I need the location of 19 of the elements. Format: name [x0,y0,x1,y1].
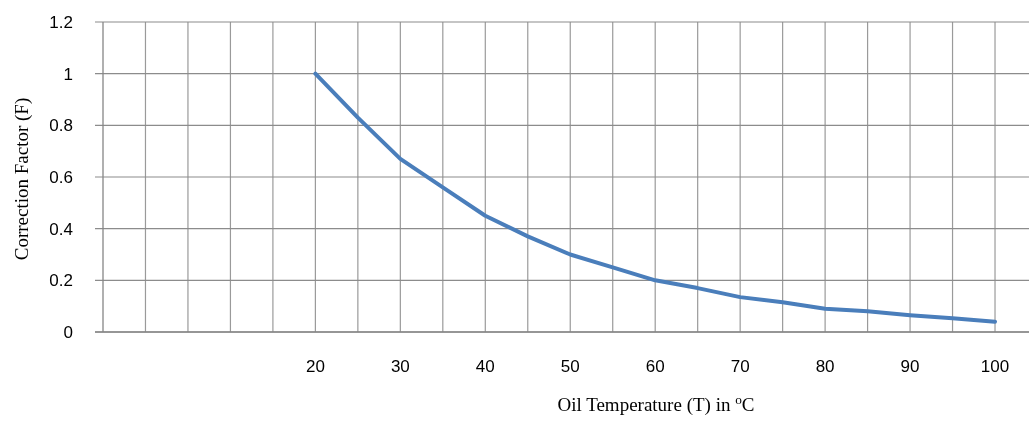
x-axis-title: Oil Temperature (T) in $^{o}$C [557,391,755,416]
x-tick-label: 70 [730,357,750,376]
x-tick-label: 60 [645,357,665,376]
x-tick-label: 30 [390,357,410,376]
y-tick-label: 0 [63,322,73,342]
x-tick-label: 100 [980,357,1010,376]
line-series [313,71,998,324]
x-tick-label: 80 [815,357,835,376]
y-tick-label: 0.4 [49,219,73,239]
x-tick-label: 20 [305,357,325,376]
x-tick-label: 40 [475,357,495,376]
x-tick-label: 50 [560,357,580,376]
y-axis-title: Correction Factor (F) [11,97,33,261]
y-tick-label: 0.2 [49,271,73,291]
y-tick-label: 1.2 [49,12,73,32]
y-tick-label: 1 [63,64,73,84]
y-tick-label: 0.6 [49,167,73,187]
y-tick-label: 0.8 [49,116,73,136]
x-tick-label: 90 [900,357,920,376]
